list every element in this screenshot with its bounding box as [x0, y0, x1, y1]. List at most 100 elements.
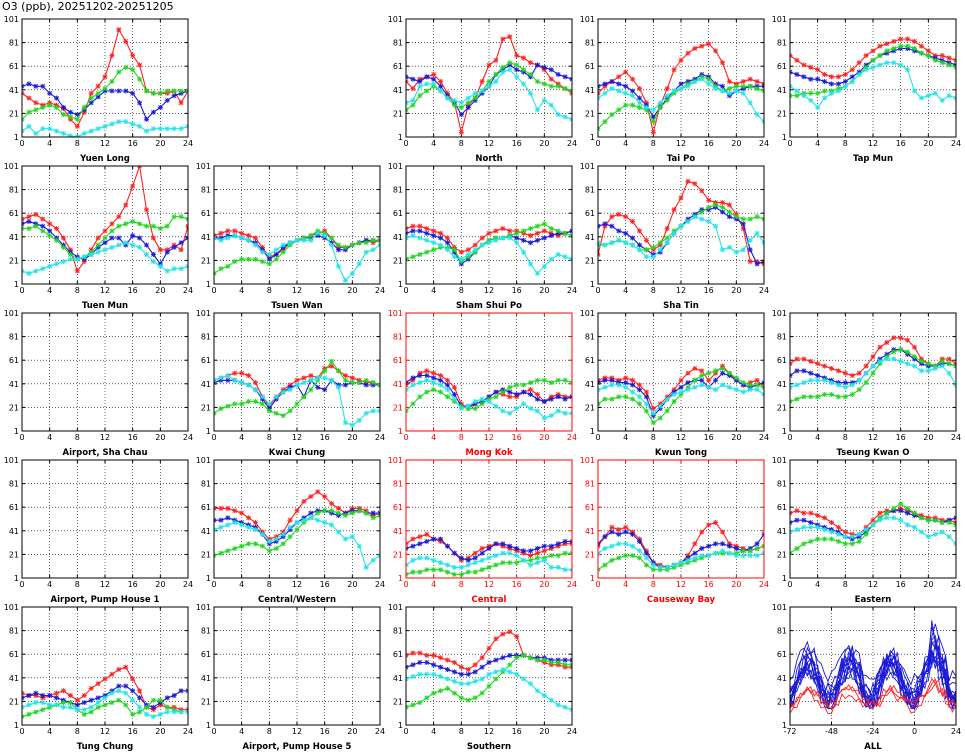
marker-d2: [699, 209, 705, 215]
marker-d2: [218, 406, 224, 411]
data-point-red: [493, 57, 499, 63]
data-point-cyan: [356, 261, 362, 267]
marker-d2: [877, 62, 883, 68]
marker-d2: [239, 370, 244, 376]
marker-d2: [623, 102, 628, 108]
marker-d2: [26, 81, 32, 87]
marker-d2: [431, 76, 436, 82]
data-point-blue: [458, 112, 464, 118]
marker-d2: [417, 235, 423, 241]
marker-d2: [322, 387, 327, 393]
data-point-green: [726, 209, 732, 215]
marker-d1: [22, 92, 25, 96]
marker-d2: [486, 83, 492, 89]
data-point-cyan: [218, 375, 224, 381]
y-tick-label: 81: [585, 186, 595, 195]
marker-d2: [33, 83, 39, 89]
data-point-cyan: [761, 119, 764, 125]
marker-d2: [548, 226, 554, 231]
marker-d2: [598, 95, 601, 99]
marker-d2: [891, 46, 897, 51]
data-point-cyan: [678, 86, 684, 92]
marker-d2: [81, 254, 87, 260]
data-point-blue: [123, 88, 129, 94]
data-point-cyan: [67, 133, 73, 137]
marker-d2: [740, 79, 746, 84]
marker-d2: [472, 95, 478, 101]
data-point-red: [870, 48, 876, 54]
data-point-green: [761, 88, 764, 94]
marker-d2: [500, 235, 506, 241]
marker-d2: [856, 72, 862, 77]
data-point-red: [431, 71, 437, 77]
marker-d2: [616, 107, 622, 113]
data-point-green: [232, 259, 238, 265]
data-point-red: [33, 100, 39, 106]
marker-d2: [740, 83, 746, 89]
marker-d2: [178, 240, 184, 246]
data-point-red: [939, 53, 945, 59]
marker-d2: [898, 62, 903, 68]
marker-d1: [406, 80, 409, 84]
marker-d2: [521, 55, 526, 61]
marker-d2: [500, 226, 506, 231]
y-tick-label: 61: [393, 209, 403, 218]
data-point-red: [842, 71, 848, 77]
marker-d2: [151, 259, 156, 264]
data-point-red: [500, 226, 506, 232]
data-point-green: [643, 247, 649, 253]
data-point-green: [171, 214, 177, 220]
data-point-red: [507, 228, 513, 234]
data-point-cyan: [406, 235, 409, 241]
x-tick-label: 16: [896, 139, 906, 148]
data-point-red: [74, 123, 80, 129]
data-point-blue: [754, 261, 760, 267]
marker-d2: [137, 100, 142, 106]
data-point-blue: [465, 105, 471, 110]
marker-d2: [808, 91, 814, 96]
marker-d2: [336, 242, 341, 248]
data-point-blue: [137, 235, 143, 241]
marker-d2: [151, 235, 156, 241]
data-point-cyan: [555, 252, 561, 257]
data-point-green: [280, 413, 286, 419]
data-point-cyan: [754, 112, 760, 118]
y-tick-label: 41: [393, 86, 403, 95]
data-point-green: [322, 368, 328, 374]
marker-d2: [801, 74, 807, 80]
data-point-green: [424, 88, 430, 94]
marker-d2: [109, 88, 115, 94]
marker-d2: [75, 256, 80, 262]
data-point-red: [102, 228, 108, 234]
data-point-green: [569, 88, 572, 94]
marker-d1: [406, 258, 409, 262]
data-point-green: [144, 88, 149, 94]
data-point-blue: [849, 74, 855, 80]
marker-d2: [253, 387, 258, 393]
marker-d2: [521, 81, 526, 87]
marker-d2: [102, 228, 108, 234]
data-point-green: [67, 252, 73, 257]
data-point-red: [232, 228, 238, 234]
y-tick-label: 101: [580, 15, 595, 24]
data-point-cyan: [438, 88, 444, 94]
data-point-cyan: [451, 254, 457, 260]
data-point-blue: [40, 223, 46, 229]
y-tick-label: 21: [585, 109, 595, 118]
marker-d2: [322, 368, 327, 374]
marker-d2: [431, 72, 436, 77]
data-point-blue: [336, 247, 341, 253]
x-tick-label: 16: [704, 139, 714, 148]
data-point-green: [514, 230, 520, 236]
data-point-cyan: [81, 254, 87, 260]
data-point-green: [88, 95, 94, 101]
data-point-green: [720, 204, 725, 210]
data-point-blue: [144, 242, 149, 248]
data-point-red: [349, 375, 355, 381]
y-tick-label: 61: [9, 209, 19, 218]
x-tick-label: 20: [347, 286, 357, 295]
marker-d1: [761, 88, 764, 92]
data-point-red: [534, 230, 540, 236]
data-point-cyan: [884, 60, 890, 66]
marker-d2: [406, 74, 409, 78]
